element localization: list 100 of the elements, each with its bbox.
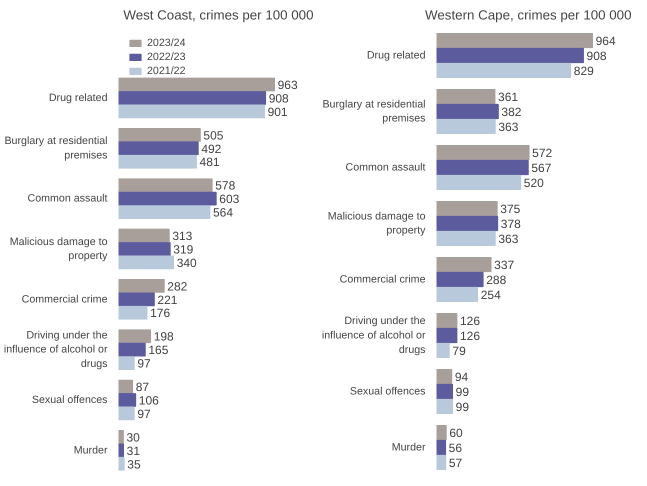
bar <box>118 292 155 306</box>
data-label: 97 <box>137 406 152 421</box>
data-label: 337 <box>494 258 515 272</box>
bar <box>118 279 165 293</box>
bar <box>436 424 447 440</box>
data-label: 126 <box>460 329 480 343</box>
data-label: 319 <box>173 242 194 256</box>
bar <box>118 342 146 357</box>
data-label: 572 <box>532 146 553 160</box>
data-label: 963 <box>278 78 298 92</box>
bar <box>436 88 496 104</box>
bar <box>436 144 530 160</box>
data-label: 382 <box>501 105 522 119</box>
data-label: 99 <box>456 400 470 414</box>
bar <box>118 242 171 256</box>
data-label: 564 <box>212 206 234 220</box>
bar <box>118 406 135 420</box>
y-tick-label: Common assault <box>28 192 108 205</box>
bar <box>436 272 484 288</box>
data-label: 481 <box>200 155 220 170</box>
bar <box>436 104 499 120</box>
data-label: 313 <box>172 229 193 244</box>
data-label: 56 <box>448 441 462 455</box>
data-label: 126 <box>460 314 480 328</box>
data-label: 106 <box>138 393 160 408</box>
y-tick-label: Common assault <box>346 162 426 174</box>
bar <box>436 48 584 64</box>
y-tick-label: Malicious damage to property <box>328 210 426 237</box>
data-label: 60 <box>449 426 464 440</box>
bar <box>118 329 152 344</box>
data-label: 221 <box>157 292 178 307</box>
bar <box>118 430 124 444</box>
bar <box>436 200 498 216</box>
y-tick-label: Commercial crime <box>22 293 108 306</box>
data-label: 340 <box>176 256 198 270</box>
y-tick-label: Malicious damage to property <box>10 236 108 262</box>
data-label: 829 <box>574 64 594 78</box>
bar <box>436 454 446 470</box>
bar <box>436 384 454 400</box>
bar <box>118 256 174 270</box>
bar <box>436 230 496 246</box>
y-tick-label: Murder <box>392 442 426 454</box>
y-tick-label: Driving under the influence of alcohol or drugs <box>322 315 426 356</box>
data-label: 94 <box>454 370 469 384</box>
data-label: 282 <box>167 279 188 294</box>
data-label: 99 <box>456 385 470 399</box>
bar <box>118 306 148 320</box>
bar <box>436 62 572 78</box>
y-tick-label: Murder <box>74 444 108 456</box>
bar <box>118 178 213 192</box>
bar <box>436 440 446 456</box>
data-label: 165 <box>148 343 169 358</box>
data-label: 35 <box>127 457 141 472</box>
data-label: 97 <box>137 356 152 371</box>
bar <box>436 398 454 414</box>
data-label: 603 <box>219 192 240 206</box>
bar <box>118 205 210 219</box>
y-tick-label: Burglary at residential premises <box>322 98 426 125</box>
bar <box>118 356 135 370</box>
chart-title: West Coast, crimes per 100 000 <box>123 8 314 22</box>
data-label: 378 <box>500 217 522 231</box>
bar <box>436 32 593 48</box>
y-tick-label: Sexual offences <box>350 386 426 398</box>
data-label: 30 <box>126 430 140 444</box>
bar <box>436 160 529 176</box>
data-label: 363 <box>498 120 519 134</box>
bar <box>436 312 458 328</box>
data-label: 901 <box>268 104 288 119</box>
y-tick-label: Driving under the influence of alcohol or drugs <box>4 329 108 370</box>
y-tick-label: Drug related <box>366 50 426 62</box>
data-label: 87 <box>136 380 150 394</box>
bar <box>118 128 201 142</box>
bar <box>118 380 134 394</box>
data-label: 375 <box>500 202 521 216</box>
chart-title: Western Cape, crimes per 100 000 <box>425 8 632 22</box>
bar <box>118 141 199 156</box>
y-tick-label: Burglary at residential premises <box>4 135 108 162</box>
bar <box>436 342 450 358</box>
y-tick-label: Sexual offences <box>32 394 108 406</box>
data-label: 520 <box>524 176 544 190</box>
bar <box>436 368 452 384</box>
bar <box>118 91 266 105</box>
data-label: 176 <box>150 306 170 320</box>
data-label: 288 <box>486 273 507 287</box>
data-label: 361 <box>498 90 518 104</box>
bar <box>436 216 498 232</box>
legend-label: 2021/22 <box>147 65 186 77</box>
y-tick-label: Drug related <box>48 92 108 104</box>
data-label: 567 <box>531 161 552 175</box>
y-tick-label: Commercial crime <box>340 274 426 286</box>
data-label: 254 <box>480 288 502 302</box>
data-label: 578 <box>215 178 236 193</box>
bar <box>436 286 478 302</box>
data-label: 31 <box>126 444 140 458</box>
bar <box>118 443 124 458</box>
data-label: 363 <box>498 232 519 246</box>
bar <box>436 118 496 134</box>
legend-label: 2023/24 <box>147 37 186 49</box>
data-label: 505 <box>203 128 224 142</box>
bar <box>118 78 275 92</box>
